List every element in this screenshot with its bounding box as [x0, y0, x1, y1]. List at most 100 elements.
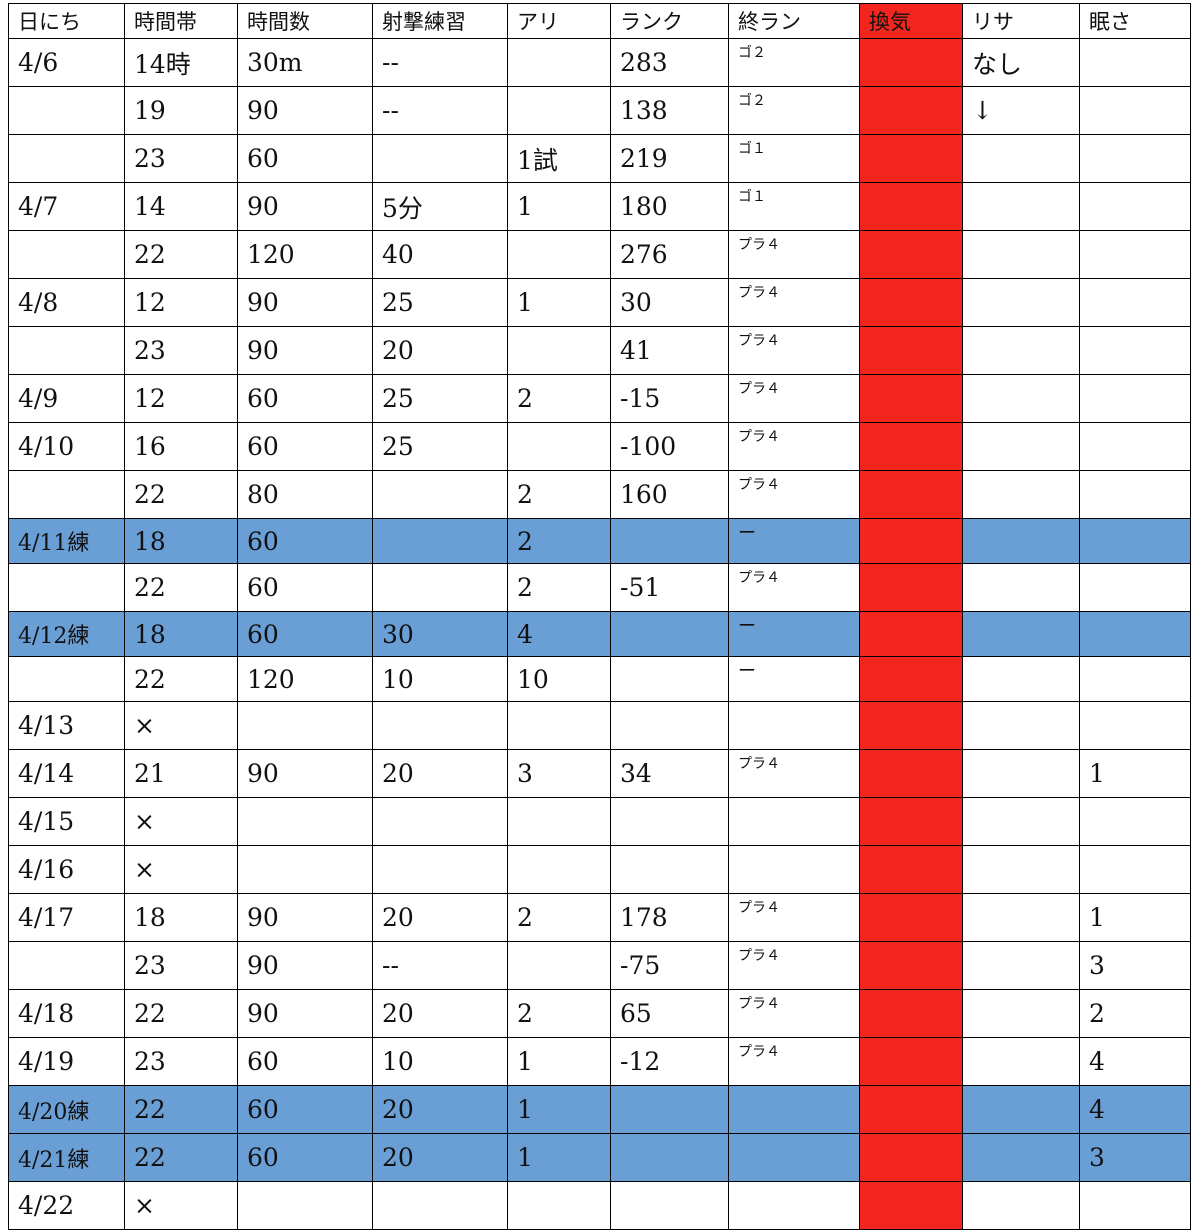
cell-rank: -51	[610, 563, 729, 612]
cell-time-slot: ×	[124, 797, 238, 846]
cell-sleepiness	[1079, 374, 1191, 423]
cell-shooting-practice	[372, 1181, 508, 1230]
cell-time-slot: 22	[124, 470, 238, 519]
cell-rank	[610, 656, 729, 702]
cell-shooting-practice: --	[372, 38, 508, 87]
cell-time-slot: 19	[124, 86, 238, 135]
cell-lisa	[962, 518, 1080, 564]
header-lisa: リサ	[962, 3, 1080, 39]
cell-date: 4/21練	[8, 1133, 125, 1182]
cell-date	[8, 326, 125, 375]
cell-hours: 90	[237, 86, 373, 135]
cell-final-rank	[728, 1181, 860, 1230]
cell-date	[8, 134, 125, 183]
header-time-slot: 時間帯	[124, 3, 238, 39]
table-row: 4/10 16 60 25 -100 プラ４	[8, 422, 1191, 471]
cell-ari	[507, 38, 611, 87]
cell-final-rank: プラ４	[728, 374, 860, 423]
header-final-rank: 終ラン	[728, 3, 860, 39]
cell-shooting-practice: 10	[372, 1037, 508, 1086]
cell-lisa: ↓	[962, 86, 1080, 135]
cell-ventilation	[859, 941, 963, 990]
cell-ventilation	[859, 845, 963, 894]
cell-hours: 120	[237, 656, 373, 702]
cell-hours: 60	[237, 563, 373, 612]
cell-shooting-practice: 30	[372, 611, 508, 657]
cell-lisa	[962, 326, 1080, 375]
cell-lisa	[962, 1133, 1080, 1182]
cell-ventilation	[859, 422, 963, 471]
cell-shooting-practice: 25	[372, 422, 508, 471]
cell-ventilation	[859, 134, 963, 183]
cell-time-slot: 16	[124, 422, 238, 471]
cell-final-rank: ー	[728, 518, 860, 564]
cell-date	[8, 656, 125, 702]
cell-final-rank: プラ４	[728, 1037, 860, 1086]
table-row: 4/11練 18 60 2 ー	[8, 518, 1191, 564]
cell-ari: 1試	[507, 134, 611, 183]
table-row: 23 90 20 41 プラ４	[8, 326, 1191, 375]
cell-date: 4/9	[8, 374, 125, 423]
cell-sleepiness: 1	[1079, 749, 1191, 798]
cell-ari	[507, 86, 611, 135]
cell-rank	[610, 518, 729, 564]
header-row: 日にち 時間帯 時間数 射撃練習 アリ ランク 終ラン 換気 リサ 眠さ	[8, 3, 1191, 39]
cell-time-slot: 23	[124, 134, 238, 183]
cell-date: 4/12練	[8, 611, 125, 657]
cell-time-slot: 18	[124, 518, 238, 564]
cell-ventilation	[859, 1037, 963, 1086]
cell-rank: 65	[610, 989, 729, 1038]
cell-hours: 90	[237, 989, 373, 1038]
cell-lisa	[962, 845, 1080, 894]
cell-lisa	[962, 989, 1080, 1038]
cell-shooting-practice: 20	[372, 326, 508, 375]
cell-ventilation	[859, 374, 963, 423]
table-header: 日にち 時間帯 時間数 射撃練習 アリ ランク 終ラン 換気 リサ 眠さ	[8, 3, 1191, 39]
cell-lisa: なし	[962, 38, 1080, 87]
cell-ari: 1	[507, 182, 611, 231]
cell-hours: 60	[237, 518, 373, 564]
cell-time-slot: ×	[124, 1181, 238, 1230]
cell-rank: 178	[610, 893, 729, 942]
cell-rank: 219	[610, 134, 729, 183]
cell-date: 4/15	[8, 797, 125, 846]
table-row: 23 60 1試 219 ゴ１	[8, 134, 1191, 183]
cell-date: 4/8	[8, 278, 125, 327]
cell-ventilation	[859, 38, 963, 87]
cell-shooting-practice: 20	[372, 893, 508, 942]
cell-shooting-practice: 20	[372, 1133, 508, 1182]
cell-sleepiness	[1079, 86, 1191, 135]
cell-ventilation	[859, 518, 963, 564]
cell-rank: 34	[610, 749, 729, 798]
cell-lisa	[962, 1181, 1080, 1230]
table-row: 4/12練 18 60 30 4 ー	[8, 611, 1191, 657]
log-table: 日にち 時間帯 時間数 射撃練習 アリ ランク 終ラン 換気 リサ 眠さ 4/6…	[8, 3, 1191, 1230]
cell-time-slot: 22	[124, 989, 238, 1038]
cell-final-rank: プラ４	[728, 941, 860, 990]
cell-hours: 60	[237, 134, 373, 183]
cell-lisa	[962, 563, 1080, 612]
cell-shooting-practice	[372, 518, 508, 564]
header-ventilation: 換気	[859, 3, 963, 39]
cell-final-rank	[728, 845, 860, 894]
cell-rank: 30	[610, 278, 729, 327]
cell-sleepiness	[1079, 563, 1191, 612]
cell-rank: 276	[610, 230, 729, 279]
cell-lisa	[962, 1085, 1080, 1134]
cell-date	[8, 563, 125, 612]
cell-date: 4/13	[8, 701, 125, 750]
cell-ari	[507, 1181, 611, 1230]
cell-sleepiness	[1079, 422, 1191, 471]
cell-ventilation	[859, 230, 963, 279]
cell-sleepiness	[1079, 701, 1191, 750]
cell-rank: 160	[610, 470, 729, 519]
cell-lisa	[962, 749, 1080, 798]
cell-sleepiness	[1079, 656, 1191, 702]
cell-final-rank: プラ４	[728, 326, 860, 375]
cell-shooting-practice: 20	[372, 1085, 508, 1134]
cell-sleepiness	[1079, 1181, 1191, 1230]
cell-ari	[507, 701, 611, 750]
cell-ari	[507, 845, 611, 894]
cell-final-rank	[728, 1133, 860, 1182]
cell-time-slot: 22	[124, 1085, 238, 1134]
